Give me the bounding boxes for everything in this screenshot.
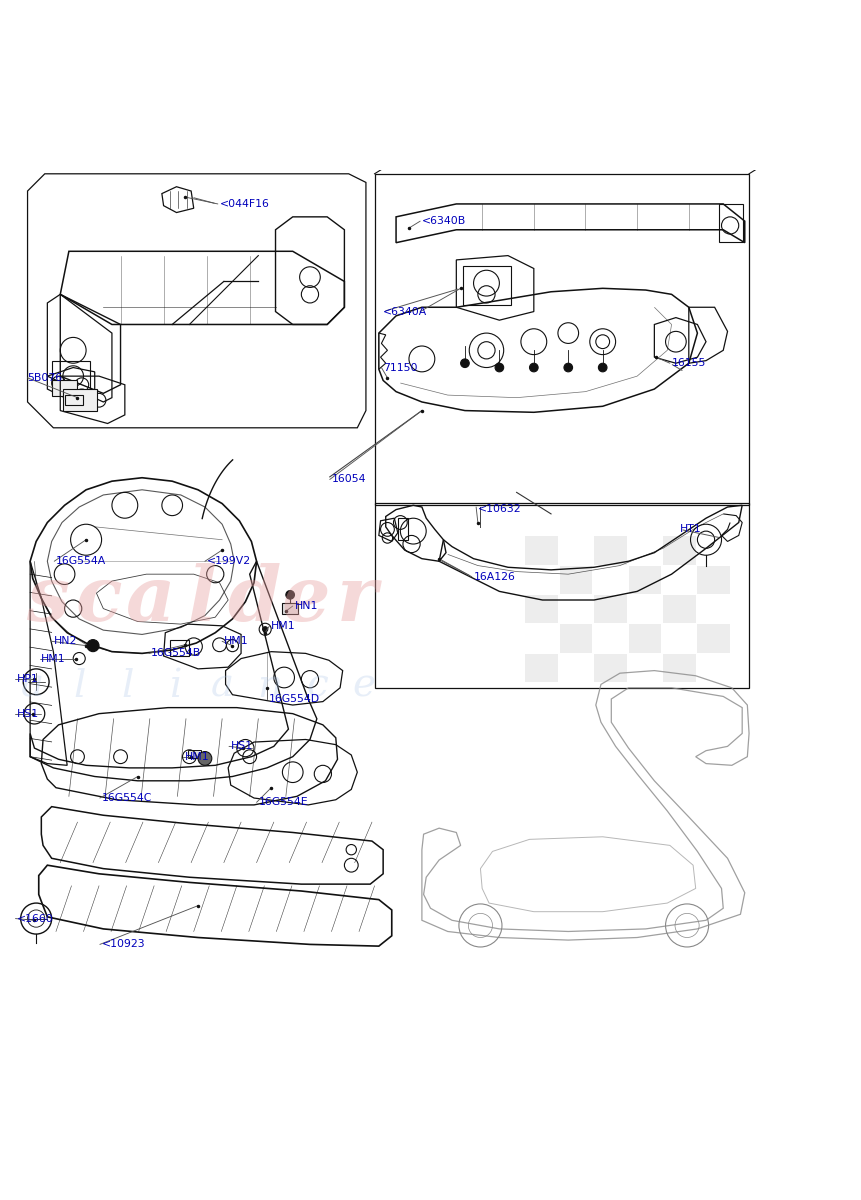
Text: HT1: HT1 [680, 524, 702, 534]
Text: <199V2: <199V2 [207, 557, 251, 566]
Text: <1660: <1660 [17, 913, 54, 924]
Text: c: c [306, 667, 328, 704]
Text: a: a [22, 667, 44, 704]
Bar [594, 536, 627, 565]
Text: s: s [26, 563, 69, 637]
Bar [525, 536, 558, 565]
Bar [52, 380, 77, 396]
Bar [463, 266, 511, 305]
Text: i: i [169, 667, 181, 704]
Bar [65, 395, 83, 406]
Text: 16A126: 16A126 [474, 571, 516, 582]
Bar [719, 204, 743, 242]
Bar [52, 361, 90, 394]
Bar [170, 641, 189, 656]
Text: 16G554C: 16G554C [102, 793, 152, 803]
Circle shape [198, 751, 212, 766]
Bar [594, 654, 627, 682]
Bar [63, 389, 97, 410]
Text: HN2: HN2 [53, 636, 77, 647]
Text: 16155: 16155 [672, 359, 706, 368]
Bar [525, 595, 558, 623]
Text: HM1: HM1 [224, 636, 249, 647]
Text: HS1: HS1 [17, 709, 40, 719]
Text: n: n [257, 667, 282, 704]
Text: HP1: HP1 [17, 674, 39, 684]
Text: 5B076: 5B076 [28, 373, 63, 383]
Bar [663, 654, 696, 682]
Text: <10632: <10632 [478, 504, 522, 514]
Bar [560, 624, 592, 653]
Text: <6340B: <6340B [422, 216, 466, 226]
Text: HM1: HM1 [271, 620, 296, 631]
Bar [697, 624, 730, 653]
Circle shape [495, 364, 504, 372]
Text: HM1: HM1 [41, 654, 66, 664]
Text: <044F16: <044F16 [220, 199, 269, 209]
Text: 16054: 16054 [331, 474, 366, 485]
Circle shape [263, 626, 268, 632]
Text: e: e [353, 667, 375, 704]
Text: d: d [227, 563, 281, 637]
Text: 16G554B: 16G554B [151, 648, 201, 659]
Text: <6340A: <6340A [383, 306, 427, 317]
Text: 71150: 71150 [383, 362, 418, 372]
Bar [594, 595, 627, 623]
Text: r: r [338, 563, 377, 637]
Text: l: l [121, 667, 133, 704]
Bar [560, 565, 592, 594]
Text: l: l [74, 667, 86, 704]
Bar [629, 624, 661, 653]
Text: 16G554E: 16G554E [258, 797, 308, 808]
Text: a: a [126, 563, 176, 637]
Circle shape [87, 640, 99, 652]
Text: 16G554D: 16G554D [269, 694, 319, 704]
Bar [697, 565, 730, 594]
Text: l: l [188, 563, 217, 637]
Bar [663, 536, 696, 565]
Text: 16G554A: 16G554A [56, 557, 106, 566]
Text: HS1: HS1 [231, 742, 253, 751]
Bar [629, 565, 661, 594]
Bar [398, 518, 408, 540]
Circle shape [530, 364, 538, 372]
Text: HM1: HM1 [185, 751, 210, 762]
Bar [663, 595, 696, 623]
Circle shape [286, 590, 294, 599]
Text: a: a [211, 667, 233, 704]
Text: <10923: <10923 [102, 940, 146, 949]
Bar [525, 654, 558, 682]
Circle shape [598, 364, 607, 372]
Text: HN1: HN1 [294, 601, 318, 611]
Bar [188, 750, 201, 758]
Text: c: c [76, 563, 122, 637]
Circle shape [461, 359, 469, 367]
Text: e: e [282, 563, 330, 637]
Bar [282, 604, 298, 613]
Circle shape [564, 364, 573, 372]
